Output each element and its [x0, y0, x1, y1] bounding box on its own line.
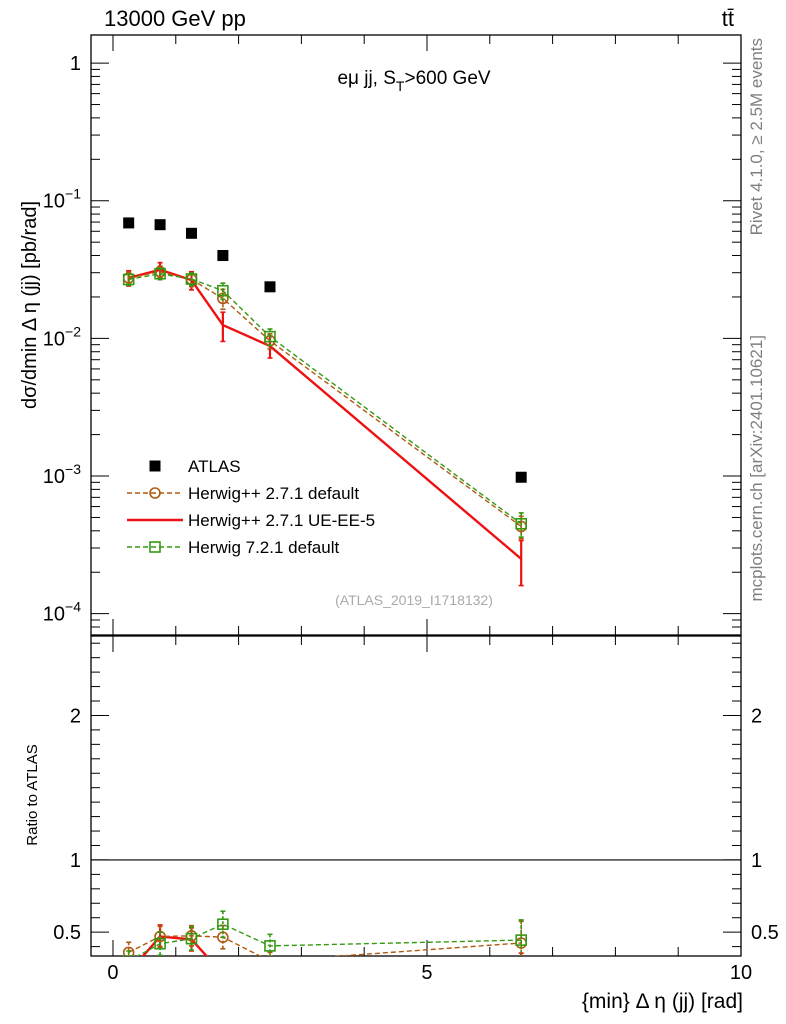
data-point [515, 517, 527, 530]
y-tick-base: 10 [43, 191, 65, 213]
x-tick-label: 0 [107, 962, 118, 984]
y-tick-exponent: −4 [65, 599, 81, 615]
x-tick-label: 10 [730, 962, 752, 984]
y-tick-label: 1 [70, 53, 81, 75]
legend-marker [149, 541, 161, 553]
rivet-version-label: Rivet 4.1.0, ≥ 2.5M events [747, 38, 766, 235]
process-label: tt̄ [722, 6, 734, 31]
main-title: eμ jj, ST>600 GeV [337, 68, 490, 94]
ratio-y-tick-label-left: 0.5 [53, 922, 81, 944]
ratio-panel: 0.5 0.5 1 1 2 2 0 5 10 Ratio to ATLAS {min} Δ η… [24, 635, 779, 1013]
main-tick-labels: 110−110−210−310−4 [43, 53, 81, 626]
y-tick-exponent: −2 [65, 323, 81, 339]
atlas-data-point [217, 250, 229, 262]
main-panel: 110−110−210−310−4 eμ jj, ST>600 GeV dσ/d… [19, 34, 742, 636]
data-point [185, 273, 198, 285]
x-tick-labels: 0 5 10 [107, 962, 752, 984]
atlas-data-point [515, 471, 527, 483]
legend-label: Herwig++ 2.7.1 UE-EE-5 [188, 511, 375, 530]
ratio-series-line [128, 935, 522, 956]
y-tick-label: 10−4 [43, 599, 81, 626]
ratio-y-tick-label-right: 0.5 [751, 922, 779, 944]
analysis-watermark: (ATLAS_2019_I1718132) [335, 592, 493, 608]
ratio-series [122, 910, 527, 956]
legend-marker [149, 460, 161, 472]
legend-label: ATLAS [188, 457, 241, 476]
y-tick-base: 1 [70, 53, 81, 75]
ratio-y-axis-label: Ratio to ATLAS [24, 744, 41, 845]
data-point [264, 330, 276, 343]
y-tick-label: 10−2 [43, 323, 81, 350]
legend-marker [149, 487, 161, 499]
legend-label: Herwig 7.2.1 default [188, 538, 339, 557]
ratio-data-point [122, 955, 135, 956]
y-tick-exponent: −1 [65, 186, 81, 202]
data-point [122, 273, 135, 286]
legend: ATLAS Herwig++ 2.7.1 default Herwig++ 2.7.… [127, 457, 375, 557]
ratio-data-point [267, 955, 273, 956]
atlas-data-point [185, 227, 197, 239]
ratio-frame [90, 635, 742, 957]
ratio-series-herwigpp_default [122, 920, 527, 956]
y-tick-exponent: −3 [65, 461, 81, 477]
legend-item-herwigpp_default: Herwig++ 2.7.1 default [127, 484, 359, 503]
ratio-y-tick-label-left: 1 [70, 850, 81, 872]
ratio-axis-ticks [91, 636, 742, 956]
legend-item-atlas: ATLAS [149, 457, 241, 476]
data-point [217, 284, 229, 297]
atlas-data-point [264, 281, 276, 293]
ratio-data-point [515, 934, 527, 946]
ratio-series-herwig7 [122, 910, 527, 956]
ratio-data-point [217, 918, 229, 931]
legend-item-herwigpp_ueee5: Herwig++ 2.7.1 UE-EE-5 [127, 511, 375, 530]
y-tick-base: 10 [43, 328, 65, 350]
title-subscript: T [396, 78, 405, 94]
atlas-data-point [123, 217, 135, 229]
ratio-data-point [154, 937, 166, 950]
main-series [122, 217, 527, 587]
energy-label: 13000 GeV pp [104, 6, 246, 31]
main-frame [90, 34, 742, 636]
main-y-axis-label: dσ/dmin Δ η (jj) [pb/rad] [19, 201, 41, 409]
ratio-data-point [264, 940, 276, 952]
series-atlas [123, 217, 527, 483]
series-herwig7 [122, 267, 527, 538]
ratio-data-point [122, 946, 135, 956]
x-axis-label: {min} Δ η (jj) [rad] [582, 990, 743, 1013]
data-point [154, 267, 166, 280]
ratio-tick-labels: 0.5 0.5 1 1 2 2 [53, 705, 779, 944]
y-tick-label: 10−3 [43, 461, 81, 488]
title-main: eμ jj, S [337, 68, 395, 89]
ratio-y-tick-label-left: 2 [70, 705, 81, 727]
ratio-y-tick-label-right: 2 [751, 705, 762, 727]
y-tick-base: 10 [43, 604, 65, 626]
legend-label: Herwig++ 2.7.1 default [188, 484, 359, 503]
source-label: mcplots.cern.ch [arXiv:2401.10621] [747, 335, 766, 601]
title-tail: >600 GeV [404, 68, 490, 89]
ratio-series-line [136, 923, 522, 956]
x-tick-label: 5 [421, 962, 432, 984]
atlas-data-point [154, 219, 166, 231]
y-tick-label: 10−1 [43, 186, 81, 213]
y-tick-base: 10 [43, 466, 65, 488]
ratio-y-tick-label-right: 1 [751, 850, 762, 872]
legend-item-herwig7: Herwig 7.2.1 default [127, 538, 339, 557]
ratio-data-point [185, 932, 198, 945]
main-axis-ticks [91, 35, 742, 636]
